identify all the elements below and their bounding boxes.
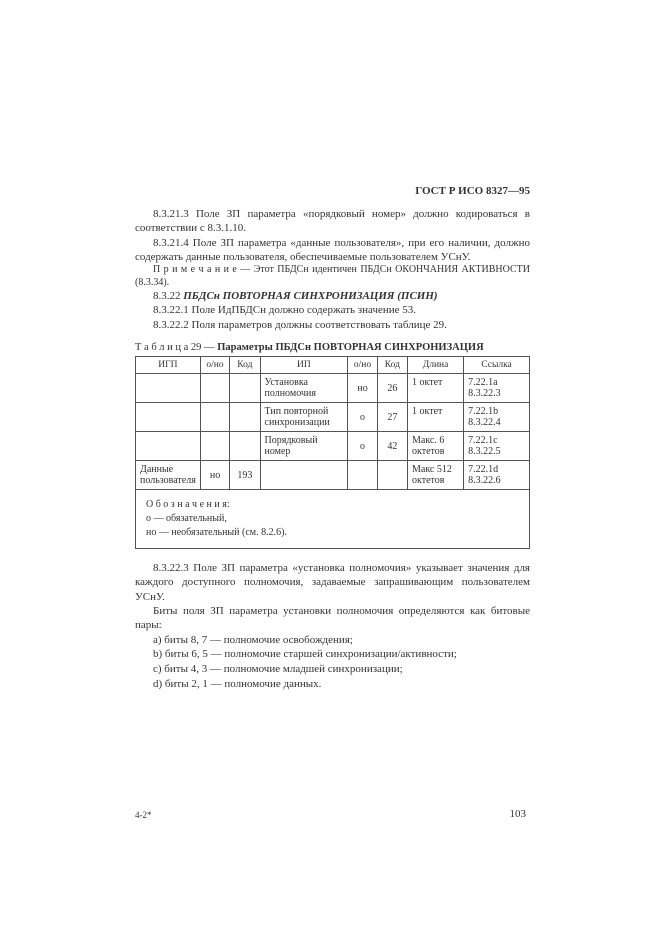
cell-kod-g: 193 [230, 461, 260, 490]
table-header-row: ИГП о/но Код ИП о/но Код Длина Ссылка [136, 357, 530, 374]
note-1: П р и м е ч а н и е — Этот ПБДСн идентич… [135, 264, 530, 289]
para-bits-intro: Биты поля ЗП параметра установки полномо… [135, 604, 530, 633]
page-number: 103 [510, 808, 527, 820]
list-item-a: a) биты 8, 7 — полномочие освобождения; [135, 633, 530, 648]
cell-ono-g: но [200, 461, 229, 490]
th-ip: ИП [260, 357, 348, 374]
heading-8-3-22: 8.3.22 ПБДСн ПОВТОРНАЯ СИНХРОНИЗАЦИЯ (ПС… [135, 289, 530, 303]
cell-len: 1 октет [407, 403, 463, 432]
cell-ip: Тип повторной синхронизации [260, 403, 348, 432]
cell-len: Макс. 6 октетов [407, 432, 463, 461]
cell-ref: 7.22.1a 8.3.22.3 [464, 374, 530, 403]
legend-line-2: но — необязательный (см. 8.2.6). [146, 526, 519, 540]
list-item-d: d) биты 2, 1 — полномочие данных. [135, 677, 530, 692]
table-row: Порядковый номер о 42 Макс. 6 октетов 7.… [136, 432, 530, 461]
cell-kod: 27 [377, 403, 407, 432]
para-8-3-22-3: 8.3.22.3 Поле ЗП параметра «установка по… [135, 561, 530, 604]
cell-ono: но [348, 374, 377, 403]
table-29: ИГП о/но Код ИП о/но Код Длина Ссылка Ус… [135, 356, 530, 490]
table-caption-title: Параметры ПБДСн ПОВТОРНАЯ СИНХРОНИЗАЦИЯ [217, 342, 483, 353]
cell-ref: 7.22.1b 8.3.22.4 [464, 403, 530, 432]
th-len: Длина [407, 357, 463, 374]
legend-line-1: о — обязательный, [146, 512, 519, 526]
list-item-b: b) биты 6, 5 — полномочие старшей синхро… [135, 647, 530, 662]
para-8-3-21-3: 8.3.21.3 Поле ЗП параметра «порядковый н… [135, 207, 530, 236]
table-caption-prefix: Т а б л и ц а 29 — [135, 342, 217, 353]
cell-igp: Данные пользователя [136, 461, 201, 490]
footer-left: 4-2* [135, 810, 152, 820]
doc-id: ГОСТ Р ИСО 8327—95 [135, 185, 530, 197]
para-8-3-22-2: 8.3.22.2 Поля параметров должны соответс… [135, 318, 530, 332]
legend-heading: О б о з н а ч е н и я: [146, 498, 519, 512]
th-ref: Ссылка [464, 357, 530, 374]
para-8-3-22-1: 8.3.22.1 Поле ИдПБДСн должно содержать з… [135, 303, 530, 317]
table-row: Установка полномочия но 26 1 октет 7.22.… [136, 374, 530, 403]
para-8-3-21-4: 8.3.21.4 Поле ЗП параметра «данные польз… [135, 236, 530, 265]
cell-ip: Порядковый номер [260, 432, 348, 461]
list-item-c: c) биты 4, 3 — полномочие младшей синхро… [135, 662, 530, 677]
th-igp: ИГП [136, 357, 201, 374]
cell-len: 1 октет [407, 374, 463, 403]
cell-kod: 26 [377, 374, 407, 403]
cell-ref: 7.22.1d 8.3.22.6 [464, 461, 530, 490]
th-ono1: о/но [200, 357, 229, 374]
table-row: Тип повторной синхронизации о 27 1 октет… [136, 403, 530, 432]
th-ono2: о/но [348, 357, 377, 374]
cell-ono: о [348, 432, 377, 461]
heading-title: ПБДСн ПОВТОРНАЯ СИНХРОНИЗАЦИЯ (ПСИН) [183, 290, 437, 302]
cell-len: Макс 512 октетов [407, 461, 463, 490]
th-kod1: Код [230, 357, 260, 374]
cell-ip: Установка полномочия [260, 374, 348, 403]
th-kod2: Код [377, 357, 407, 374]
cell-kod: 42 [377, 432, 407, 461]
cell-ono: о [348, 403, 377, 432]
heading-number: 8.3.22 [153, 290, 183, 302]
table-legend: О б о з н а ч е н и я: о — обязательный,… [135, 490, 530, 549]
table-row: Данные пользователя но 193 Макс 512 окте… [136, 461, 530, 490]
table-caption: Т а б л и ц а 29 — Параметры ПБДСн ПОВТО… [135, 342, 530, 353]
page-content: ГОСТ Р ИСО 8327—95 8.3.21.3 Поле ЗП пара… [135, 185, 530, 692]
cell-ref: 7.22.1c 8.3.22.5 [464, 432, 530, 461]
